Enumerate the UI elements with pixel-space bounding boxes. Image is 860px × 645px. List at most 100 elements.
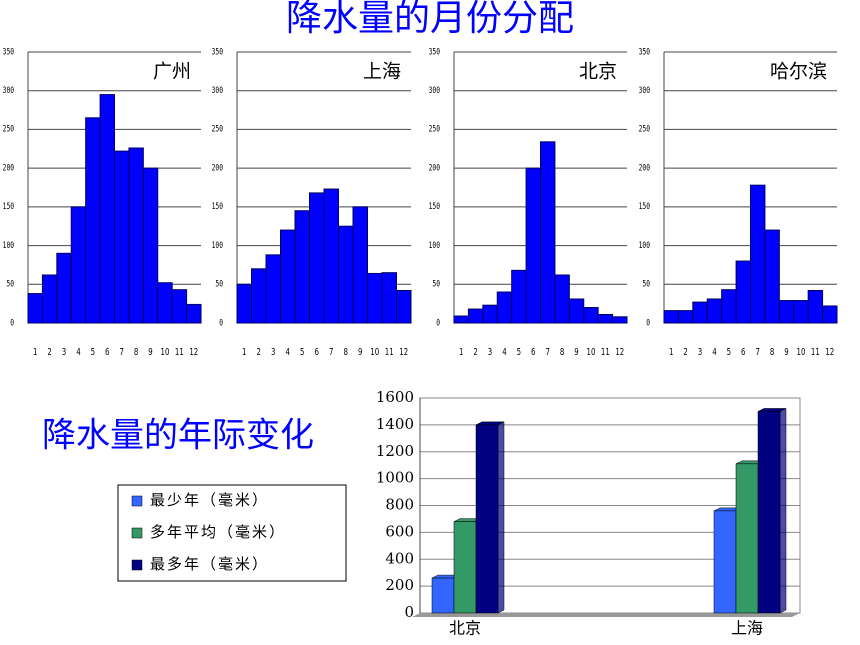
y-tick-label: 250 bbox=[212, 124, 224, 134]
bar bbox=[778, 300, 795, 324]
y-tick-label: 150 bbox=[429, 201, 441, 211]
y-tick-label: 150 bbox=[3, 201, 15, 211]
bar bbox=[352, 206, 368, 324]
chart-title: 广州 bbox=[153, 61, 191, 83]
y-tick-label: 200 bbox=[385, 576, 414, 594]
y-tick-label: 50 bbox=[432, 278, 440, 288]
x-tick-label: 11 bbox=[385, 347, 394, 359]
legend-swatch bbox=[131, 559, 143, 571]
bar bbox=[677, 310, 694, 324]
x-tick-label: 3 bbox=[271, 347, 275, 359]
y-tick-label: 300 bbox=[212, 85, 224, 95]
bar bbox=[171, 289, 188, 324]
bar bbox=[496, 291, 513, 324]
x-tick-label: 5 bbox=[91, 347, 95, 359]
bar bbox=[99, 94, 116, 324]
bar bbox=[142, 167, 159, 324]
bar bbox=[396, 289, 412, 324]
x-tick-label: 北京 bbox=[449, 619, 481, 638]
bar bbox=[612, 316, 628, 324]
legend-swatch bbox=[131, 495, 143, 507]
bar bbox=[381, 272, 397, 324]
y-tick-label: 150 bbox=[212, 201, 224, 211]
y-tick-label: 0 bbox=[436, 317, 440, 327]
x-tick-label: 9 bbox=[574, 347, 578, 359]
y-tick-label: 1200 bbox=[376, 442, 414, 460]
bar bbox=[735, 260, 751, 324]
x-tick-label: 11 bbox=[811, 347, 820, 359]
bar bbox=[482, 304, 498, 324]
bar bbox=[467, 308, 484, 324]
y-tick-label: 600 bbox=[385, 522, 414, 540]
bar bbox=[540, 141, 556, 324]
bar bbox=[236, 283, 252, 324]
x-tick-label: 1 bbox=[33, 347, 37, 359]
y-tick-label: 1600 bbox=[376, 388, 414, 406]
x-tick-label: 6 bbox=[531, 347, 535, 359]
y-tick-label: 0 bbox=[219, 317, 223, 327]
bar bbox=[453, 315, 469, 324]
y-tick-label: 0 bbox=[646, 317, 650, 327]
x-tick-label: 6 bbox=[741, 347, 745, 359]
y-tick-label: 350 bbox=[429, 46, 441, 56]
x-tick-label: 10 bbox=[370, 347, 379, 359]
x-tick-label: 4 bbox=[76, 347, 80, 359]
y-tick-label: 200 bbox=[212, 162, 224, 172]
bar bbox=[735, 463, 759, 614]
legend-label: 多年平均（毫米） bbox=[150, 523, 286, 541]
y-tick-label: 400 bbox=[385, 549, 414, 567]
x-tick-label: 7 bbox=[119, 347, 123, 359]
y-tick-label: 350 bbox=[212, 46, 224, 56]
bar bbox=[323, 188, 339, 324]
bar bbox=[431, 577, 455, 614]
bar bbox=[251, 268, 267, 324]
bar bbox=[367, 272, 383, 324]
bar-side bbox=[779, 408, 787, 614]
bar bbox=[309, 192, 325, 324]
y-tick-label: 250 bbox=[429, 124, 441, 134]
bar bbox=[568, 298, 585, 324]
bar bbox=[750, 184, 766, 324]
x-tick-label: 7 bbox=[329, 347, 333, 359]
bar bbox=[583, 307, 599, 324]
bar bbox=[338, 225, 354, 324]
x-tick-label: 10 bbox=[797, 347, 806, 359]
bar bbox=[157, 282, 173, 324]
y-tick-label: 800 bbox=[385, 496, 414, 514]
bar bbox=[822, 305, 838, 324]
x-tick-label: 2 bbox=[683, 347, 687, 359]
x-tick-label: 1 bbox=[242, 347, 246, 359]
x-tick-label: 6 bbox=[315, 347, 319, 359]
bar bbox=[294, 210, 310, 324]
x-tick-label: 9 bbox=[148, 347, 152, 359]
y-tick-label: 150 bbox=[639, 201, 651, 211]
y-tick-label: 300 bbox=[3, 85, 15, 95]
x-tick-label: 5 bbox=[727, 347, 731, 359]
legend-label: 最多年（毫米） bbox=[150, 555, 269, 573]
y-tick-label: 200 bbox=[639, 162, 651, 172]
bar bbox=[265, 254, 281, 324]
x-tick-label: 4 bbox=[712, 347, 716, 359]
x-tick-label: 7 bbox=[755, 347, 759, 359]
x-tick-label: 8 bbox=[134, 347, 138, 359]
y-tick-label: 350 bbox=[3, 46, 15, 56]
y-tick-label: 100 bbox=[3, 240, 15, 250]
bar bbox=[793, 300, 809, 324]
bar bbox=[128, 147, 144, 324]
y-tick-label: 250 bbox=[3, 124, 15, 134]
y-tick-label: 1400 bbox=[376, 415, 414, 433]
slide-title: 降水量的月份分配 bbox=[286, 0, 574, 39]
x-tick-label: 11 bbox=[601, 347, 610, 359]
y-tick-label: 0 bbox=[404, 603, 414, 621]
x-tick-label: 5 bbox=[300, 347, 304, 359]
bar bbox=[706, 298, 723, 324]
y-tick-label: 0 bbox=[10, 317, 14, 327]
x-tick-label: 9 bbox=[358, 347, 362, 359]
bar bbox=[70, 206, 87, 324]
y-tick-label: 100 bbox=[429, 240, 441, 250]
y-tick-label: 300 bbox=[429, 85, 441, 95]
x-tick-label: 10 bbox=[587, 347, 596, 359]
x-tick-label: 2 bbox=[47, 347, 51, 359]
x-tick-label: 2 bbox=[473, 347, 477, 359]
y-tick-label: 100 bbox=[212, 240, 224, 250]
